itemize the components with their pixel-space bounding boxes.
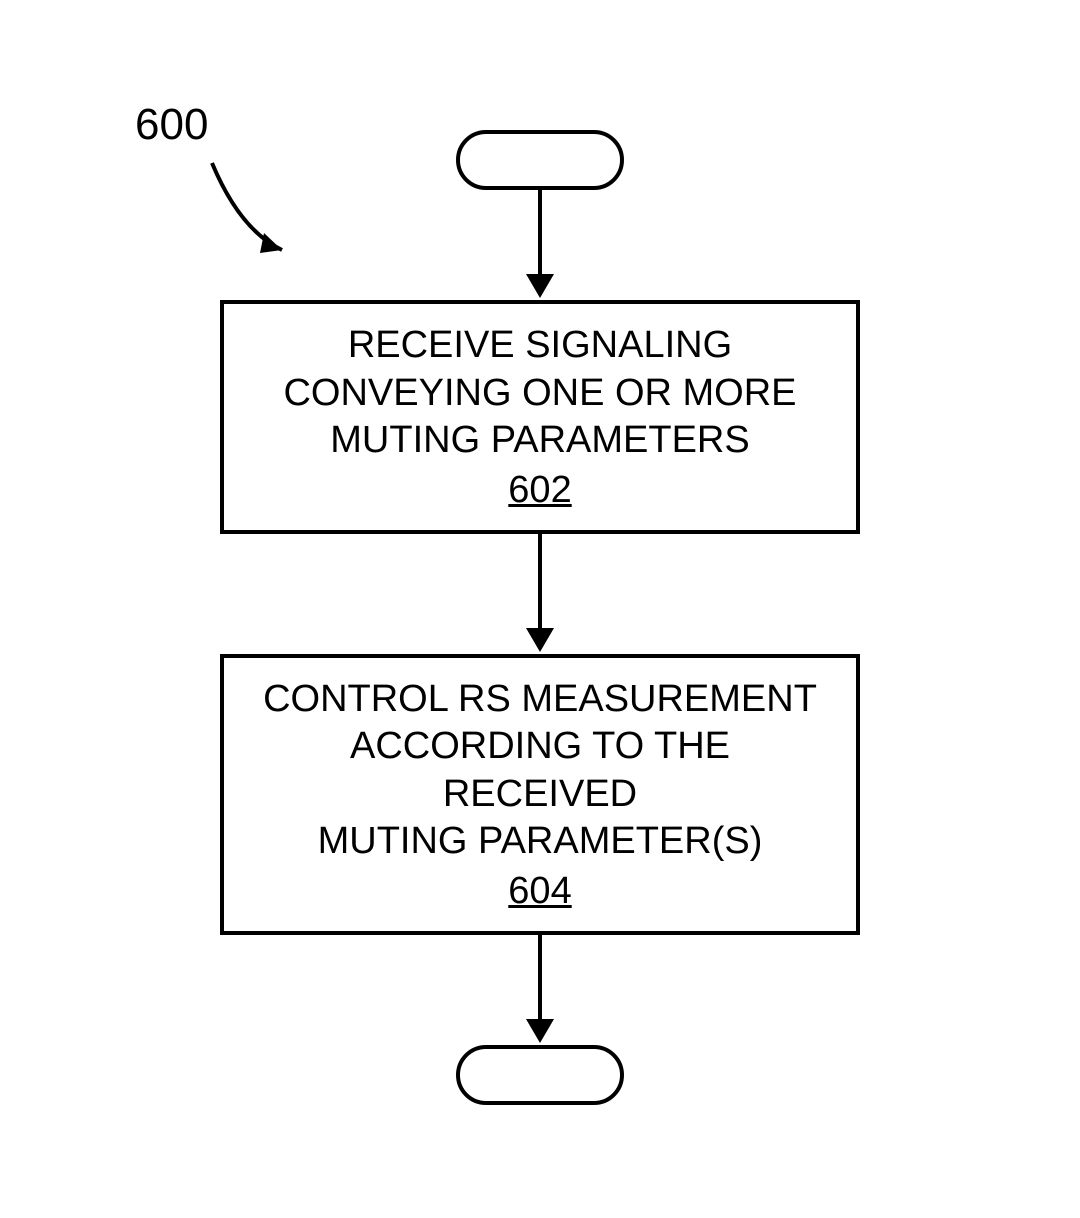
process-node-602: RECEIVE SIGNALING CONVEYING ONE OR MORE … [220,300,860,534]
arrow-start-to-602 [520,190,560,300]
arrow-602-to-604 [520,534,560,654]
process-604-text: CONTROL RS MEASUREMENT ACCORDING TO THE … [248,676,832,866]
process-602-ref: 602 [508,469,571,512]
start-terminal [456,130,624,190]
end-terminal [456,1045,624,1105]
arrow-604-to-end [520,935,560,1045]
flowchart: RECEIVE SIGNALING CONVEYING ONE OR MORE … [190,130,890,1105]
process-604-ref: 604 [508,870,571,913]
process-node-604: CONTROL RS MEASUREMENT ACCORDING TO THE … [220,654,860,935]
process-602-text: RECEIVE SIGNALING CONVEYING ONE OR MORE … [283,322,796,465]
